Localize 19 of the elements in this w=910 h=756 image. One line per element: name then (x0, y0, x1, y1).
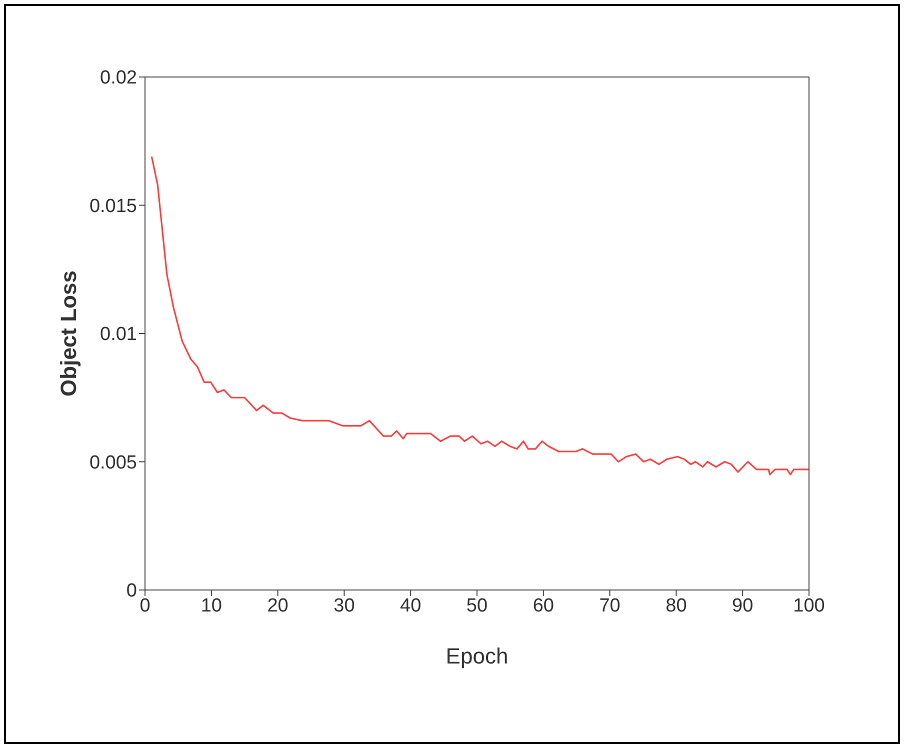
x-tick-label: 90 (732, 595, 754, 616)
y-tick-label: 0 (126, 580, 137, 602)
x-tick-label: 70 (599, 595, 620, 616)
x-tick-label: 40 (400, 595, 422, 616)
x-tick-label: 0 (140, 595, 150, 616)
y-tick-label: 0.005 (89, 452, 137, 474)
x-tick-label: 80 (666, 595, 687, 616)
x-axis-title: Epoch (446, 644, 508, 669)
x-tick-label: 60 (532, 595, 554, 616)
y-tick-label: 0.01 (100, 324, 137, 346)
x-tick-label: 30 (334, 595, 355, 616)
x-tick-label: 10 (200, 595, 222, 616)
y-axis-title: Object Loss (56, 270, 81, 396)
y-tick-label: 0.02 (100, 68, 137, 89)
x-tick-label: 50 (466, 595, 488, 616)
x-tick-label: 20 (267, 595, 288, 616)
x-tick-label: 100 (793, 595, 825, 616)
y-tick-label: 0.015 (89, 196, 137, 217)
line-series (150, 156, 809, 476)
